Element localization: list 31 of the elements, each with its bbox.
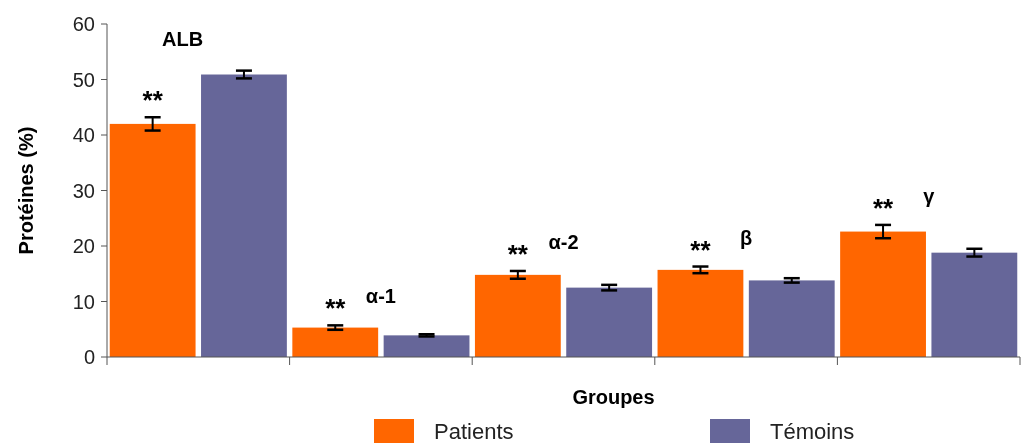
x-tick-label: α-1 xyxy=(365,285,396,308)
bar xyxy=(292,327,379,357)
bar xyxy=(201,74,287,357)
annotation: ** xyxy=(507,238,529,269)
annotation: ** xyxy=(142,85,164,116)
x-axis-title: Groupes xyxy=(572,386,655,408)
bar xyxy=(474,274,561,357)
annotation: ** xyxy=(325,293,347,324)
y-tick-label: 50 xyxy=(72,68,95,91)
x-tick-label: γ xyxy=(923,184,936,207)
x-tick-label: ALB xyxy=(162,28,204,50)
y-tick-label: 20 xyxy=(72,235,95,257)
bar xyxy=(840,231,926,357)
y-tick-label: 60 xyxy=(72,13,95,35)
bar xyxy=(748,280,835,357)
y-tick-label: 10 xyxy=(72,290,95,313)
y-tick-label: 0 xyxy=(83,346,95,368)
bar xyxy=(566,287,653,357)
bar xyxy=(657,269,744,357)
x-tick-label: β xyxy=(739,226,753,249)
legend-label: Patients xyxy=(434,419,514,444)
annotation: ** xyxy=(872,192,895,223)
annotation: ** xyxy=(690,234,712,265)
bar xyxy=(383,335,470,357)
bar xyxy=(109,123,196,357)
y-tick-label: 40 xyxy=(72,124,95,146)
x-tick-label: α-2 xyxy=(548,230,579,253)
y-axis-title: Protéines (%) xyxy=(15,126,37,255)
y-tick-label: 30 xyxy=(72,179,95,202)
bar xyxy=(931,252,1018,357)
legend-label: Témoins xyxy=(770,419,855,444)
